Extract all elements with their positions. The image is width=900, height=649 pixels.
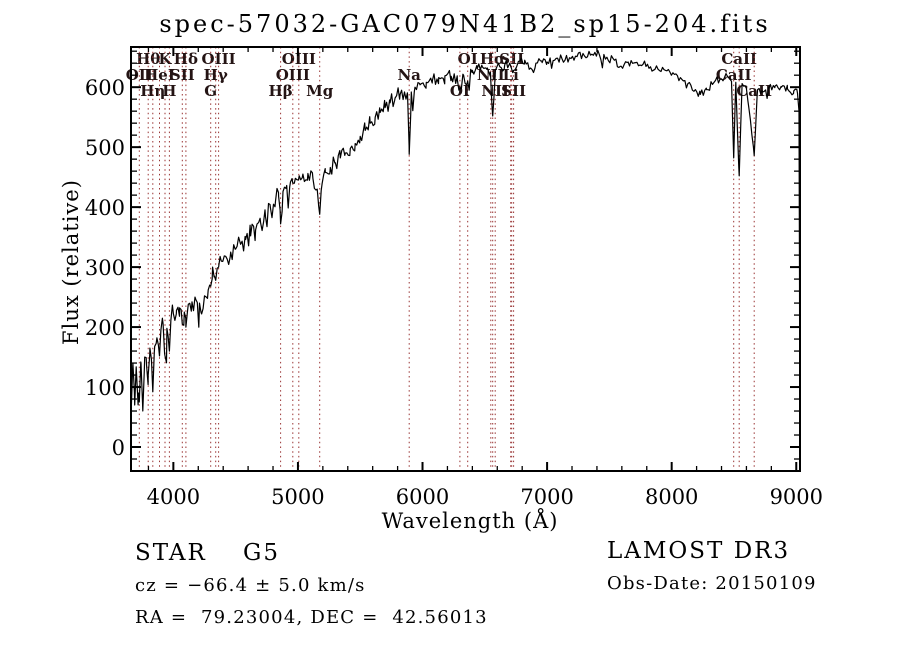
y-tick-label: 600 [85, 76, 125, 100]
x-tick-label: 8000 [645, 485, 698, 509]
x-tick-label: 4000 [147, 485, 200, 509]
spectral-line-label: Mg [306, 82, 334, 100]
obs-date: Obs-Date: 20150109 [607, 573, 817, 594]
spectral-line-label: OI [450, 82, 470, 100]
spectrum-trace [130, 50, 801, 433]
plot-box [130, 46, 801, 472]
class-label: STAR [135, 540, 207, 566]
spectral-line-label: Hη [140, 82, 165, 100]
y-tick-label: 200 [85, 316, 125, 340]
spectral-line-label: Hβ [269, 82, 293, 100]
spectral-line-label: K [158, 50, 172, 68]
spectral-line-label: H [162, 82, 176, 100]
spectral-line-label: OIII [202, 50, 236, 68]
spectral-line-label: SII [170, 66, 195, 84]
spectral-line-label: Na [397, 66, 421, 84]
x-tick-label: 7000 [520, 485, 573, 509]
y-tick-label: 300 [85, 256, 125, 280]
y-tick-label: 400 [85, 196, 125, 220]
spectral-line-label: CaII [721, 50, 757, 68]
axes [130, 46, 801, 472]
spectral-line-label: G [204, 82, 217, 100]
ra-dec-value: RA = 79.23004, DEC = 42.56013 [135, 607, 488, 628]
y-tick-label: 0 [112, 436, 125, 460]
x-tick-label: 6000 [396, 485, 449, 509]
spectral-line-label: Hθ [136, 50, 160, 68]
spectral-line-label: OIII [282, 50, 316, 68]
subclass-label: G5 [243, 540, 281, 566]
y-axis-title: Flux (relative) [59, 179, 83, 345]
survey-release: LAMOST DR3 [607, 538, 791, 564]
spectral-line-label: SII [501, 82, 526, 100]
spectral-line-label: OI [458, 50, 478, 68]
spectral-line-label: Hγ [204, 66, 228, 84]
spectral-line-label: CaII [716, 66, 752, 84]
spectral-line-label: Hδ [174, 50, 198, 68]
spectral-line-label: Li [503, 66, 520, 84]
spectral-line-label: Hα [480, 50, 506, 68]
spectral-line-label: OIII [276, 66, 310, 84]
x-tick-label: 5000 [271, 485, 324, 509]
y-tick-label: 100 [85, 376, 125, 400]
spectral-line-label: NII [481, 82, 509, 100]
spectral-line-label: OII [126, 66, 153, 84]
x-tick-label: 9000 [770, 485, 823, 509]
plot-title: spec-57032-GAC079N41B2_sp15-204.fits [159, 10, 771, 38]
axis-labels: 4000 5000 6000 7000 8000 9000 0 100 200 300 400 500… [59, 76, 823, 533]
y-tick-label: 500 [85, 136, 125, 160]
spectral-line-label: HeI [144, 66, 175, 84]
cz-value: cz = −66.4 ± 5.0 km/s [135, 575, 366, 596]
spectrum-path [130, 50, 801, 433]
x-axis-title: Wavelength (Å) [382, 508, 559, 533]
